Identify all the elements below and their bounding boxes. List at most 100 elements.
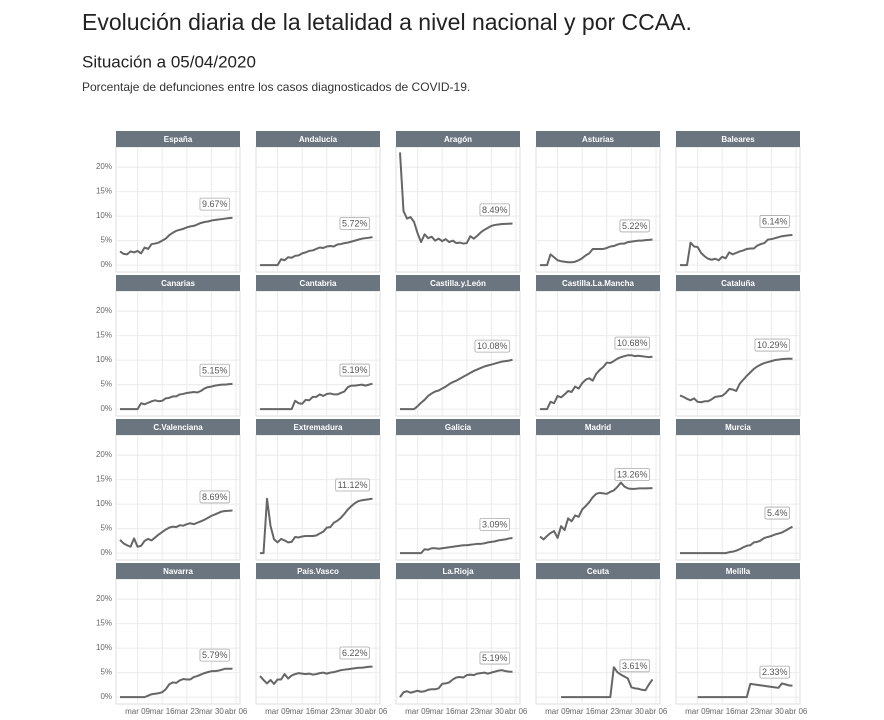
value-label: 6.22% [342, 648, 368, 658]
data-line [260, 497, 373, 555]
y-tick-label: 15% [96, 619, 112, 628]
y-tick-label: 15% [96, 187, 112, 196]
value-label: 10.08% [477, 341, 508, 351]
panel-strip [256, 131, 380, 147]
value-label: 3.09% [482, 519, 508, 529]
panel-title: Madrid [585, 423, 611, 432]
panel-strip [676, 275, 800, 291]
panel-title: Melilla [726, 567, 751, 576]
value-label-box [339, 217, 370, 230]
data-line [680, 234, 793, 267]
panel-strip [536, 419, 660, 435]
value-label: 5.15% [202, 365, 228, 375]
value-label-box [335, 478, 370, 492]
value-label-box [754, 338, 790, 352]
value-label: 11.12% [338, 480, 368, 490]
y-tick-label: 5% [100, 668, 112, 677]
x-tick-label: abr 06 [365, 707, 388, 716]
panel-background [675, 290, 801, 417]
y-tick-label: 0% [100, 404, 112, 413]
x-tick-label: mar 23 [174, 707, 199, 716]
y-tick-label: 0% [100, 548, 112, 557]
value-label: 5.19% [482, 653, 508, 663]
data-line [259, 665, 373, 685]
value-label: 8.49% [482, 205, 508, 215]
panel-strip [116, 131, 240, 147]
panel-strip [396, 131, 520, 147]
chart-subtitle: Situación a 05/04/2020 [82, 52, 256, 71]
panel-title: Murcia [725, 423, 751, 432]
panel-title: Navarra [163, 567, 193, 576]
panel-background [675, 578, 801, 705]
value-label-box [759, 215, 790, 228]
data-line [400, 536, 513, 555]
y-tick-label: 10% [96, 211, 112, 220]
y-tick-label: 20% [96, 594, 112, 603]
x-tick-label: mar 09 [545, 707, 570, 716]
panel-title: La.Rioja [442, 567, 474, 576]
x-tick-label: mar 16 [430, 707, 455, 716]
panel-background [115, 290, 241, 417]
value-label: 8.69% [202, 492, 228, 502]
data-line [539, 481, 653, 541]
panel-strip [116, 275, 240, 291]
panel-strip [396, 419, 520, 435]
x-tick-label: mar 09 [405, 707, 430, 716]
panel-strip [536, 275, 660, 291]
panel-title: Cantabria [300, 279, 337, 288]
panel-title: Asturias [582, 135, 615, 144]
y-tick-label: 20% [96, 306, 112, 315]
panel-title: España [164, 135, 193, 144]
panel-background [395, 290, 521, 417]
value-label: 2.33% [762, 667, 788, 677]
data-line [561, 666, 654, 699]
chart-title: Evolución diaria de la letalidad a nivel… [82, 9, 692, 35]
panel-title: Castilla.La.Mancha [562, 279, 635, 288]
data-line [697, 682, 793, 699]
x-tick-label: mar 16 [150, 707, 175, 716]
panel-background [395, 578, 521, 705]
panel-background [675, 146, 801, 273]
panel-background [535, 290, 661, 417]
value-label: 5.79% [202, 650, 228, 660]
panel-title: Cataluña [721, 279, 755, 288]
value-label: 5.72% [342, 218, 368, 228]
x-tick-label: mar 30 [759, 707, 784, 716]
x-tick-label: mar 09 [685, 707, 710, 716]
panel-title: Baleares [721, 135, 755, 144]
data-line [540, 238, 653, 267]
value-label: 5.19% [342, 365, 368, 375]
panel-strip [396, 275, 520, 291]
panel-background [535, 146, 661, 273]
panel-strip [676, 563, 800, 579]
data-line [399, 669, 513, 698]
x-tick-label: mar 09 [125, 707, 150, 716]
value-label-box [199, 648, 230, 662]
panel-title: Castilla.y.León [430, 279, 486, 288]
panel-background [675, 434, 801, 561]
panel-title: Galicia [445, 423, 472, 432]
panel-strip [536, 131, 660, 147]
y-tick-label: 0% [100, 692, 112, 701]
x-tick-label: mar 30 [619, 707, 644, 716]
data-line [679, 357, 793, 404]
x-tick-label: mar 30 [199, 707, 224, 716]
x-tick-label: mar 16 [290, 707, 315, 716]
data-line [119, 509, 233, 548]
panel-strip [676, 131, 800, 147]
panel-strip [256, 419, 380, 435]
value-label-box [479, 517, 510, 531]
value-label: 5.4% [767, 508, 788, 518]
panel-background [255, 578, 381, 705]
value-label-box [619, 219, 650, 233]
panel-title: Extremadura [294, 423, 343, 432]
panel-strip [116, 563, 240, 579]
panel-background [255, 146, 381, 273]
value-label-box [339, 363, 370, 377]
panel-background [115, 578, 241, 705]
x-tick-label: mar 30 [339, 707, 364, 716]
y-tick-label: 20% [96, 162, 112, 171]
value-label: 13.26% [617, 470, 648, 480]
data-line [400, 358, 513, 411]
